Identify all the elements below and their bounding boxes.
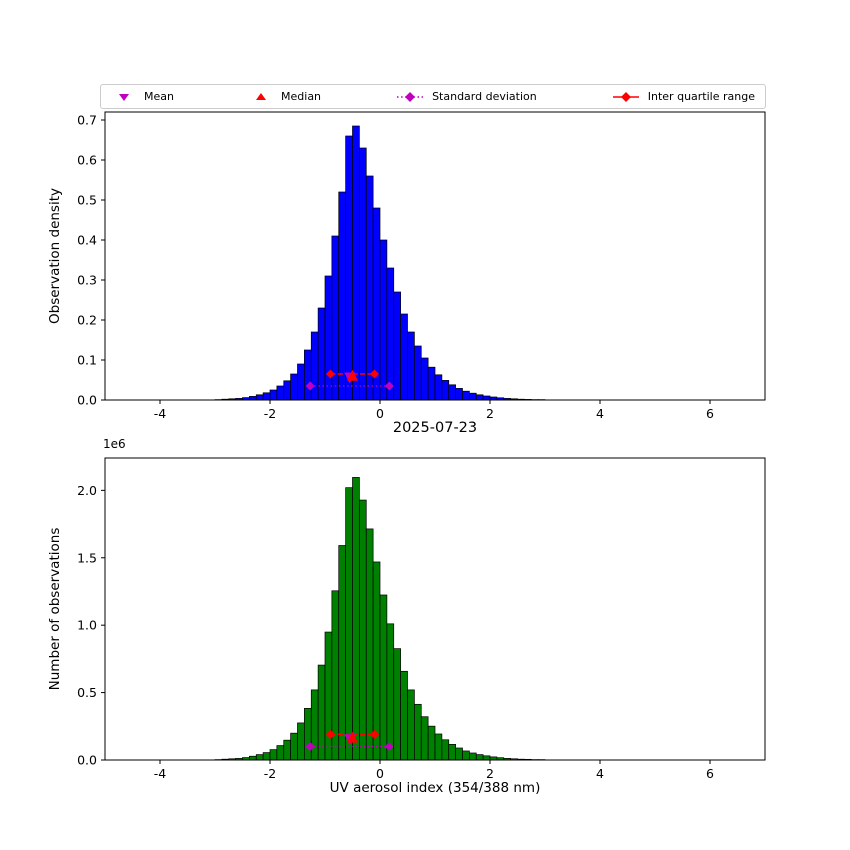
svg-text:0.2: 0.2: [77, 313, 97, 328]
svg-text:0.6: 0.6: [77, 153, 97, 168]
svg-text:0.4: 0.4: [77, 233, 97, 248]
iqr-marker-icon: [612, 91, 639, 102]
svg-text:0.0: 0.0: [77, 393, 97, 408]
svg-text:0: 0: [376, 406, 384, 421]
svg-text:0.5: 0.5: [77, 193, 97, 208]
svg-text:1.0: 1.0: [77, 618, 97, 633]
legend-label-median: Median: [281, 90, 322, 103]
y-axis-offset-label: 1e6: [103, 437, 126, 451]
svg-text:0.3: 0.3: [77, 273, 97, 288]
svg-text:0.7: 0.7: [77, 113, 97, 128]
mean-marker-glyph: [119, 93, 129, 101]
top-y-axis-label: Observation density: [47, 188, 63, 324]
svg-text:4: 4: [596, 766, 604, 781]
legend-label-iqr: Inter quartile range: [647, 90, 755, 103]
svg-text:2: 2: [486, 766, 494, 781]
legend-item-mean: Mean: [111, 90, 174, 104]
legend-item-iqr: Inter quartile range: [611, 90, 755, 104]
svg-text:2: 2: [486, 406, 494, 421]
svg-text:-4: -4: [154, 766, 167, 781]
svg-text:0.0: 0.0: [77, 753, 97, 768]
iqr-diamond-glyph: [620, 91, 631, 102]
svg-text:-4: -4: [154, 406, 167, 421]
std-diamond-glyph: [405, 91, 416, 102]
median-marker-glyph: [256, 92, 267, 100]
svg-text:6: 6: [706, 766, 714, 781]
svg-text:-2: -2: [264, 766, 276, 781]
svg-text:4: 4: [596, 406, 604, 421]
legend-label-mean: Mean: [144, 90, 174, 103]
svg-text:0: 0: [376, 766, 384, 781]
svg-text:2.0: 2.0: [77, 483, 97, 498]
bottom-y-axis-label: Number of observations: [47, 527, 63, 691]
mean-marker-icon: [119, 93, 129, 101]
legend-label-std: Standard deviation: [432, 90, 537, 103]
plot-title: 2025-07-23: [392, 420, 478, 436]
svg-text:-2: -2: [264, 406, 276, 421]
median-marker-icon: [256, 92, 267, 100]
x-axis-label: UV aerosol index (354/388 nm): [329, 780, 541, 796]
legend: Mean Median Standard deviation Inter qua…: [100, 84, 766, 109]
svg-text:1.5: 1.5: [77, 550, 97, 565]
svg-text:0.1: 0.1: [77, 353, 97, 368]
svg-text:0.5: 0.5: [77, 685, 97, 700]
legend-item-median: Median: [248, 90, 321, 104]
svg-text:6: 6: [706, 406, 714, 421]
std-marker-icon: [397, 91, 424, 102]
legend-item-std: Standard deviation: [395, 90, 537, 104]
